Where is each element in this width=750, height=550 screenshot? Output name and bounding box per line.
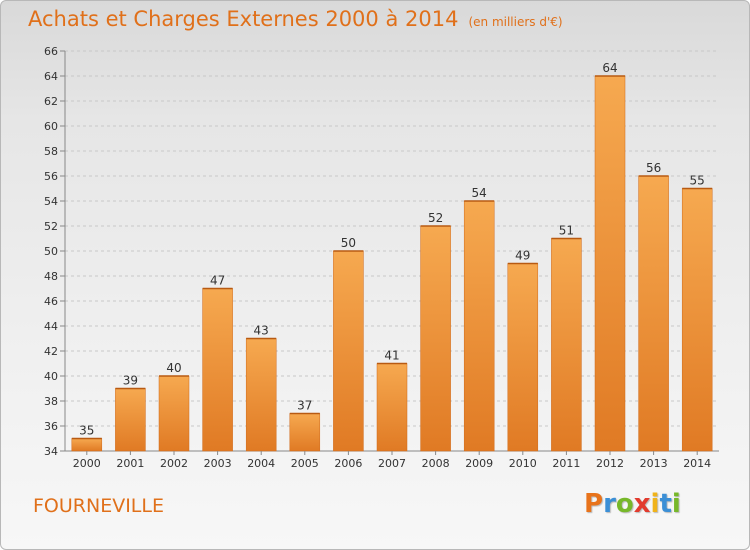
logo-letter: t [659,489,672,519]
bar [333,250,364,452]
y-tick-label: 44 [44,320,58,333]
bar [681,188,713,452]
y-tick-label: 66 [44,45,58,58]
data-label: 35 [79,424,94,438]
x-tick-label: 2000 [73,457,101,470]
data-label: 56 [646,161,661,175]
logo-letter: i [650,489,660,519]
y-tick-label: 60 [44,120,58,133]
bar [245,338,277,452]
x-tick-label: 2004 [247,457,275,470]
logo-letter: r [603,489,616,519]
x-tick-label: 2010 [509,457,537,470]
bar [463,200,495,452]
bar [289,413,321,452]
x-tick-label: 2005 [291,457,319,470]
logo-letter: P [584,489,604,519]
y-tick-label: 42 [44,345,58,358]
data-label: 50 [341,236,356,250]
bar [376,363,408,452]
logo-letter: i [671,489,681,519]
x-tick-label: 2013 [640,457,668,470]
bar [115,388,146,452]
y-tick-label: 38 [44,395,58,408]
data-label: 64 [602,61,617,75]
x-tick-label: 2011 [552,457,580,470]
proxiti-logo: Proxiti [584,489,681,519]
y-tick-label: 56 [44,170,58,183]
x-tick-label: 2003 [204,457,232,470]
y-tick-label: 58 [44,145,58,158]
chart-title: Achats et Charges Externes 2000 à 2014 [28,7,459,31]
bar [158,375,190,452]
data-label: 47 [210,274,225,288]
y-tick-label: 34 [44,445,58,458]
bar [507,263,539,452]
data-label: 39 [123,374,138,388]
x-tick-label: 2007 [378,457,406,470]
data-label: 52 [428,211,443,225]
y-tick-label: 40 [44,370,58,383]
city-name: FOURNEVILLE [33,495,164,517]
data-label: 51 [559,224,574,238]
chart-title-row: Achats et Charges Externes 2000 à 2014 (e… [28,7,563,31]
x-tick-label: 2012 [596,457,624,470]
x-tick-label: 2006 [334,457,362,470]
y-tick-label: 46 [44,295,58,308]
bar [420,225,451,452]
y-tick-label: 50 [44,245,58,258]
bar [202,288,233,452]
logo-letter: x [633,489,651,519]
data-label: 37 [297,399,312,413]
data-label: 41 [384,349,399,363]
logo-letter: o [615,489,634,519]
y-tick-label: 48 [44,270,58,283]
chart-subtitle: (en milliers d'€) [468,15,563,29]
y-tick-label: 62 [44,95,58,108]
bar [638,175,669,452]
y-tick-label: 54 [44,195,58,208]
y-tick-label: 64 [44,70,58,83]
y-tick-label: 36 [44,420,58,433]
x-tick-label: 2009 [465,457,493,470]
data-label: 49 [515,249,530,263]
x-tick-label: 2014 [683,457,711,470]
bar [71,438,103,452]
x-tick-label: 2002 [160,457,188,470]
bar [594,75,626,452]
bar [551,238,582,452]
data-label: 40 [166,361,181,375]
x-tick-label: 2001 [116,457,144,470]
data-label: 54 [472,186,487,200]
x-tick-label: 2008 [422,457,450,470]
data-label: 43 [254,324,269,338]
y-tick-label: 52 [44,220,58,233]
data-label: 55 [690,174,705,188]
